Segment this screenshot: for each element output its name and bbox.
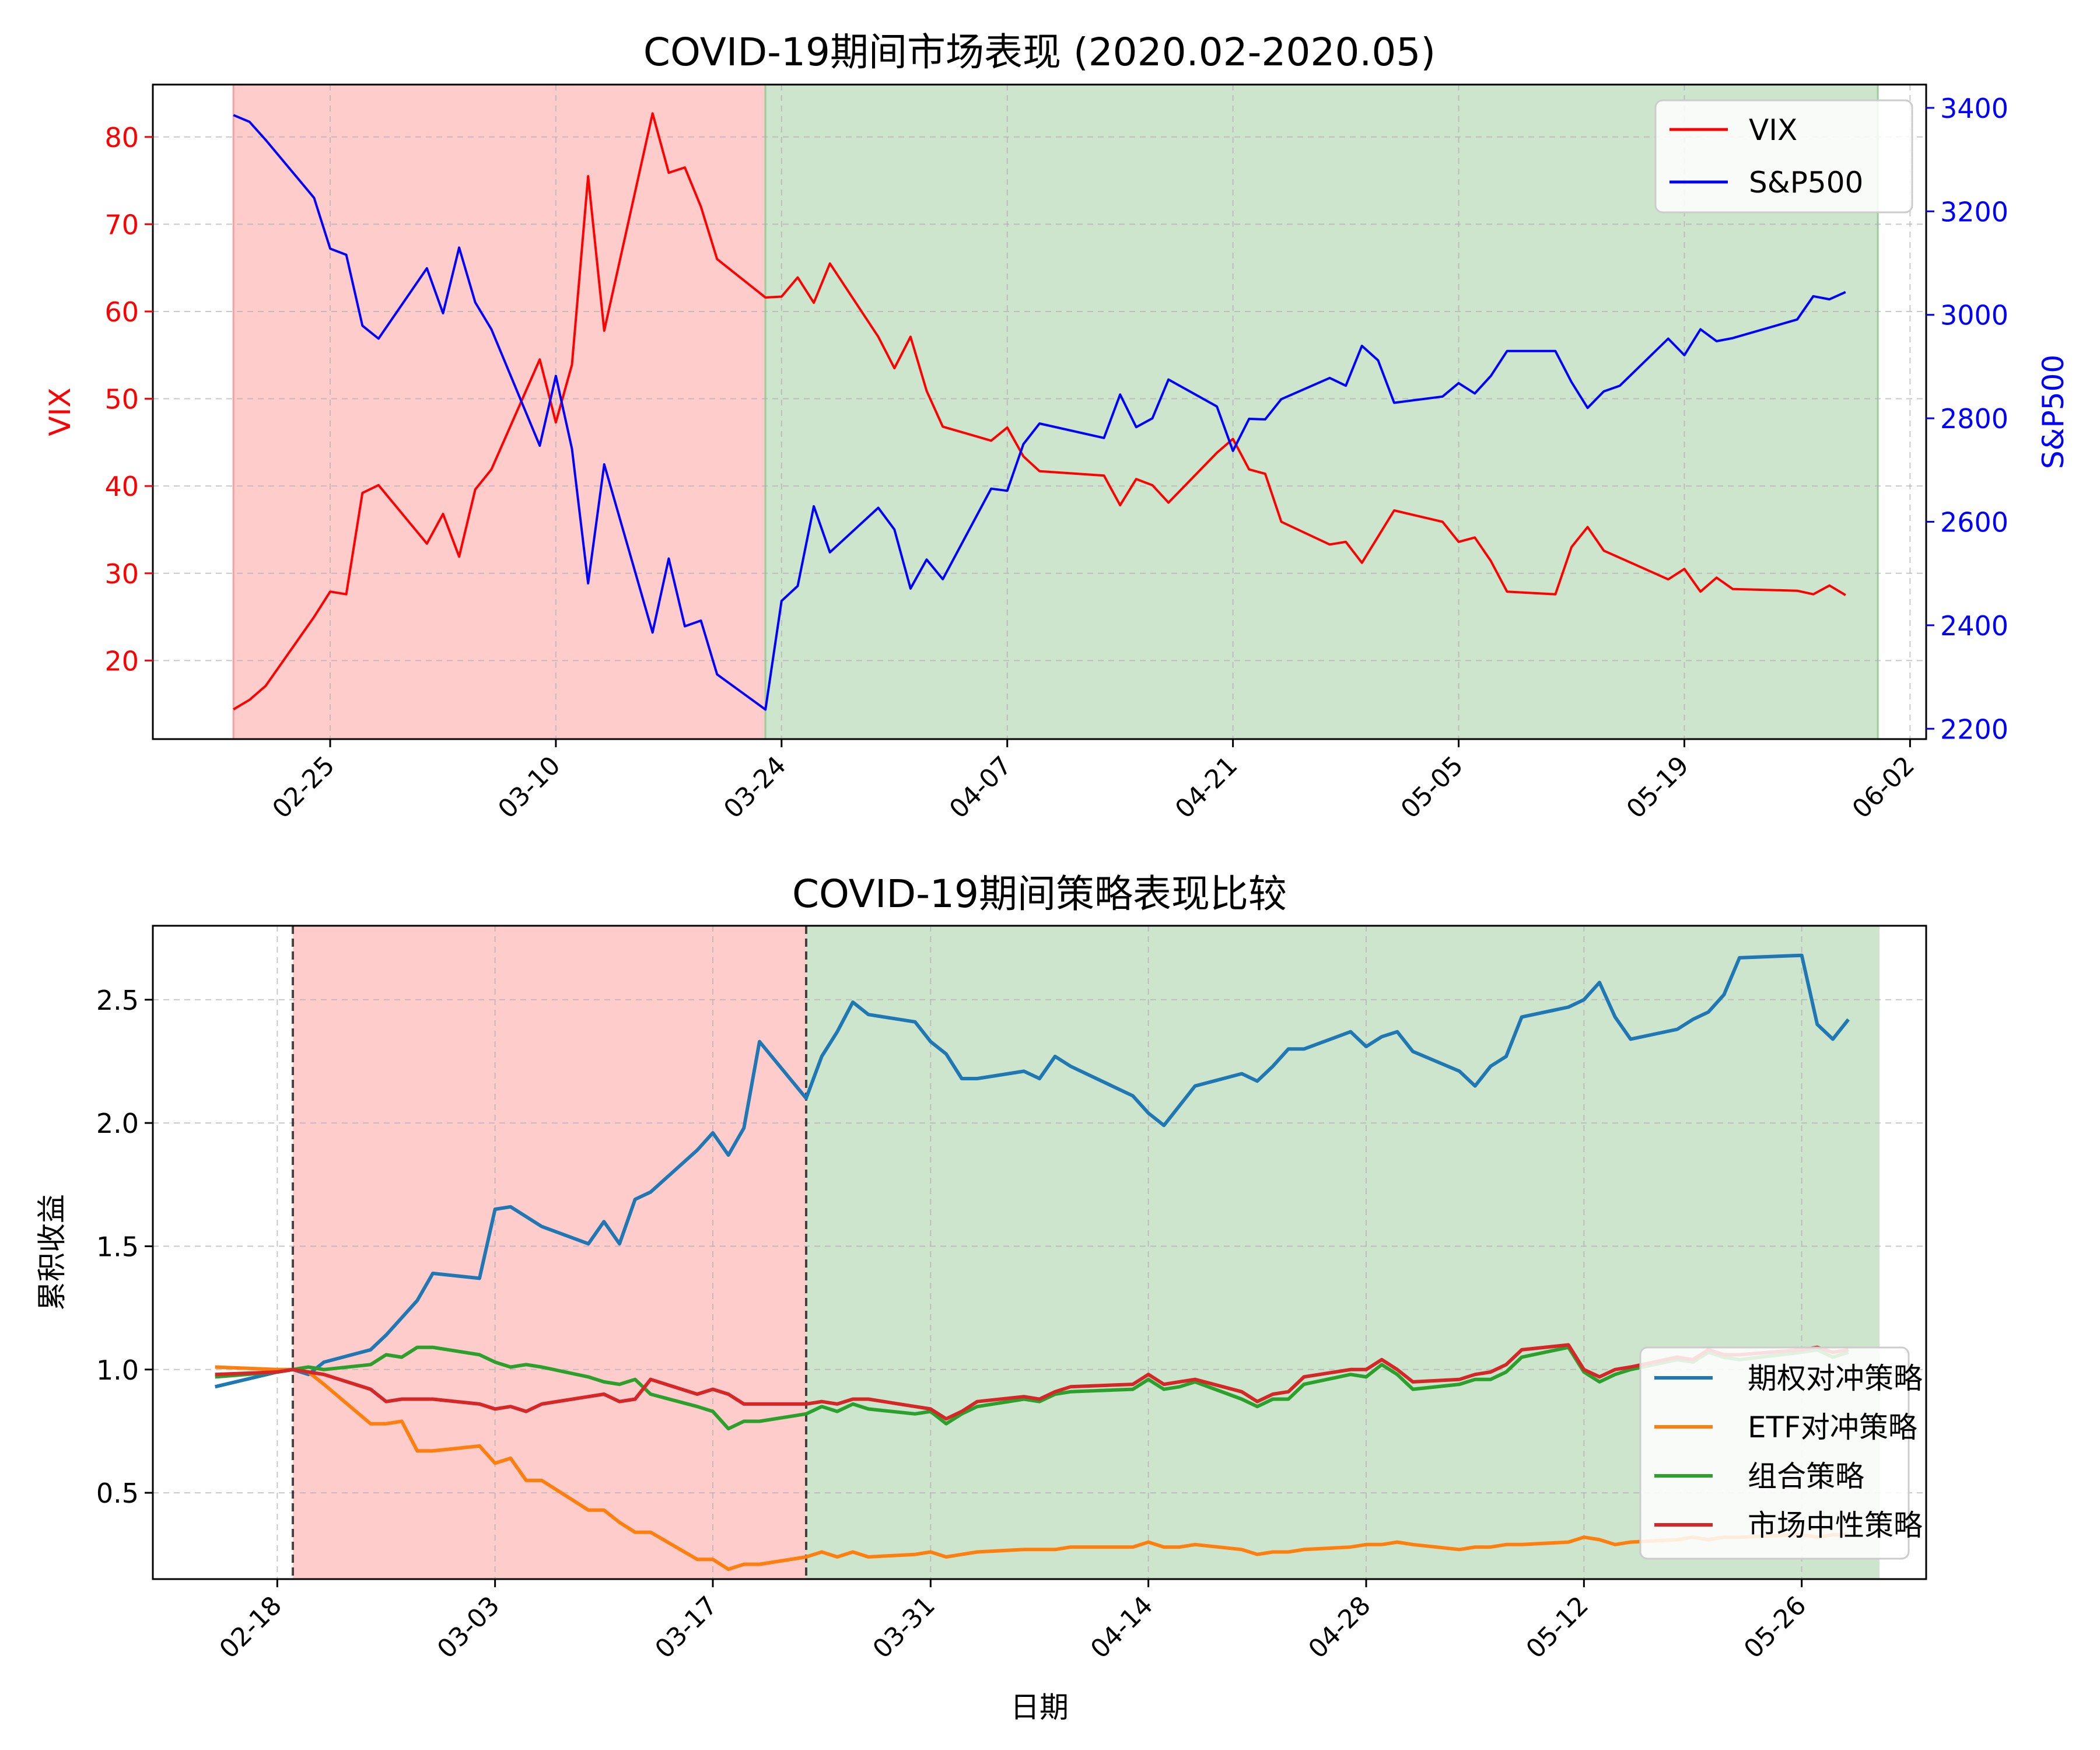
series-line-3: [215, 1345, 1849, 1431]
grid-lines: [153, 926, 1926, 1579]
plot-frame: [152, 83, 1927, 740]
y-tick-label: 60: [104, 296, 139, 328]
y-tick-label: 20: [104, 645, 139, 677]
y-tick-label: 70: [104, 209, 139, 240]
series-line-2: [233, 114, 1846, 711]
legend-label-etf-hedge: ETF对冲策略: [1748, 1410, 1917, 1444]
legend-label-sp500: S&P500: [1749, 166, 1863, 200]
legend-label-market-neutral: 市场中性策略: [1748, 1508, 1923, 1542]
y-right-tick-label: 2600: [1940, 506, 2008, 538]
grid-lines: [153, 85, 1926, 739]
crisis-period-shading: [293, 926, 806, 1579]
legend-label-option-hedge: 期权对冲策略: [1748, 1362, 1923, 1395]
y-right-tick-label: 2800: [1940, 403, 2008, 435]
plot-frame: [152, 925, 1927, 1580]
series-line-1: [215, 953, 1850, 1389]
y-right-tick-label: 2400: [1940, 610, 2008, 642]
legend-box: [1639, 1346, 1910, 1560]
y-tick-label: 40: [104, 471, 139, 502]
y-tick-label: 1.0: [96, 1354, 139, 1386]
legend-label-vix: VIX: [1749, 113, 1797, 147]
regime-shading: [232, 85, 1879, 739]
series-line-4: [215, 1343, 1849, 1421]
series-line-1: [233, 112, 1846, 710]
y-tick-label: 0.5: [96, 1478, 139, 1509]
y-right-tick-label: 3400: [1940, 93, 2008, 124]
y-axis-label-left: VIX: [43, 387, 77, 436]
y-axis-label-right: S&P500: [2036, 355, 2070, 469]
y-tick-label: 2.5: [96, 985, 139, 1016]
y-right-tick-label: 2200: [1940, 713, 2008, 745]
legend: 期权对冲策略 ETF对冲策略 组合策略 市场中性策略: [1639, 1346, 1923, 1560]
series-lines: [233, 112, 1846, 711]
series-line-2: [215, 1365, 1849, 1572]
left-y-axis-ticks: 20 30 40 50 60 70 80: [104, 122, 153, 677]
y-axis-label: 累积收益: [35, 1194, 69, 1311]
market-performance-chart: 02-25 03-10 03-24 04-07 04-21 05-05 05-19 06-02…: [43, 30, 2070, 824]
y-right-tick-label: 3000: [1940, 300, 2008, 331]
y-tick-label: 30: [104, 558, 139, 590]
legend-label-combined: 组合策略: [1748, 1460, 1864, 1493]
chart-title: COVID-19期间策略表现比较: [792, 872, 1287, 916]
legend: VIX S&P500: [1654, 99, 1913, 214]
crisis-period-shading: [233, 85, 766, 739]
y-tick-label: 1.5: [96, 1231, 139, 1262]
y-tick-label: 50: [104, 384, 139, 415]
event-markers: [292, 926, 807, 1579]
x-axis-label: 日期: [1010, 1690, 1069, 1724]
chart-title: COVID-19期间市场表现 (2020.02-2020.05): [643, 30, 1436, 75]
regime-shading: [293, 926, 1880, 1579]
y-right-tick-label: 3200: [1940, 196, 2008, 228]
series-lines: [215, 953, 1850, 1572]
right-y-axis-ticks: 2200 2400 2600 2800 3000 3200 3400: [1926, 93, 2008, 745]
y-axis-ticks: 0.5 1.0 1.5 2.0 2.5: [96, 985, 153, 1509]
y-tick-label: 80: [104, 122, 139, 153]
y-tick-label: 2.0: [96, 1108, 139, 1139]
